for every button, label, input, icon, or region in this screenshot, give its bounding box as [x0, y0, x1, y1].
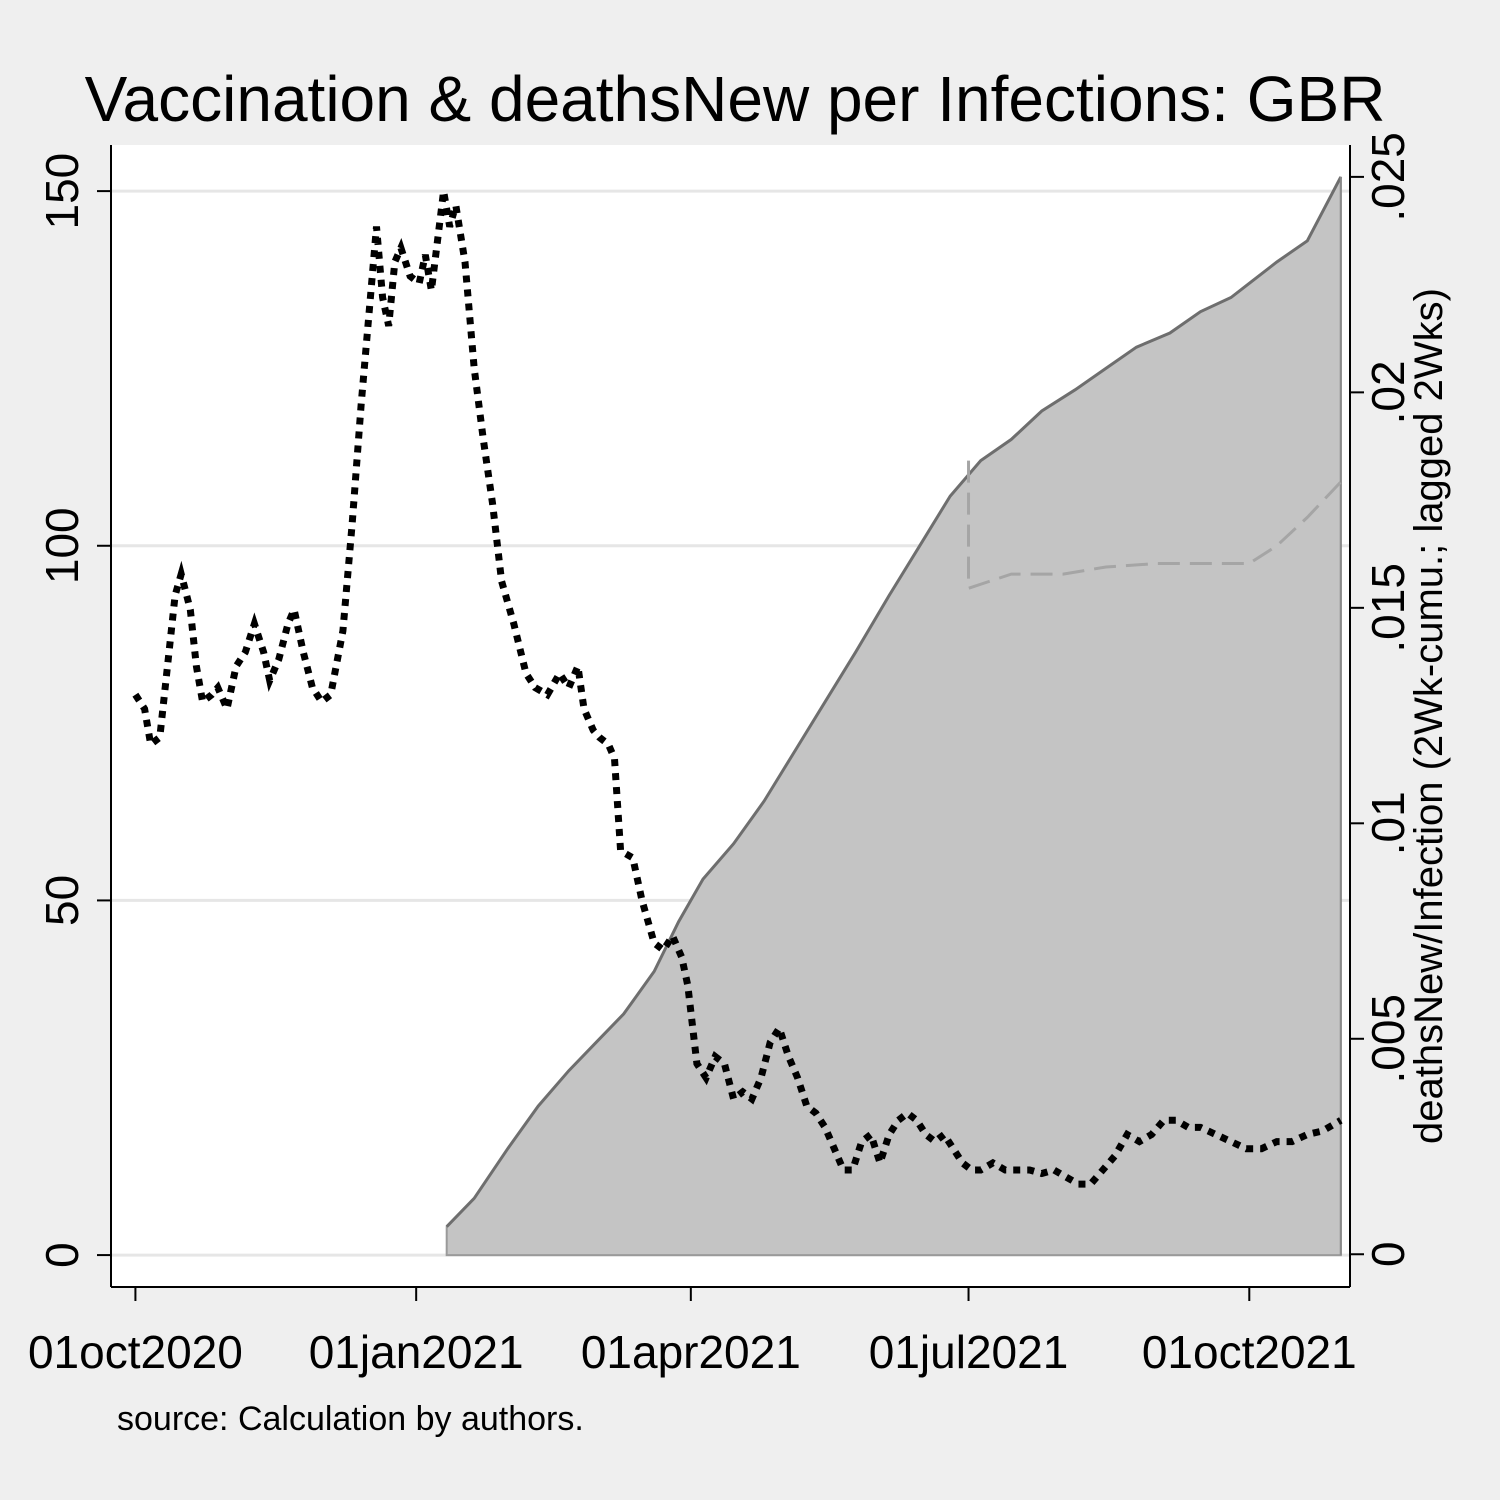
x-tick-label: 01jan2021	[309, 1326, 524, 1378]
chart-title: Vaccination & deathsNew per Infections: …	[85, 63, 1386, 135]
y-right-tick-label: .005	[1362, 994, 1414, 1084]
x-tick-label: 01jul2021	[869, 1326, 1069, 1378]
source-note: source: Calculation by authors.	[117, 1400, 584, 1438]
y-right-tick-label: .01	[1362, 791, 1414, 855]
y-right-tick-label: 0	[1362, 1241, 1414, 1267]
series-layer	[132, 176, 1343, 1257]
y-left-tick-label: 150	[36, 153, 88, 230]
x-tick-label: 01apr2021	[581, 1326, 801, 1378]
y-right-tick-label: .015	[1362, 563, 1414, 653]
axes: 0 50 100 150 0 .005 .01 .015 .02 .025 deathsNew/In…	[28, 132, 1451, 1378]
x-tick-label: 01oct2020	[28, 1326, 243, 1378]
y-right-axis-title: deathsNew/Infection (2Wk-cumu.; lagged 2…	[1407, 288, 1451, 1144]
x-tick-label: 01oct2021	[1142, 1326, 1357, 1378]
y-right-tick-label: .02	[1362, 360, 1414, 424]
vaccination-line	[445, 176, 1343, 1228]
y-left-tick-label: 0	[36, 1242, 88, 1268]
deaths-per-infection-line	[132, 190, 1343, 1188]
dose2-dashed-line	[966, 460, 1342, 591]
y-left-tick-label: 50	[36, 875, 88, 926]
y-right-tick-label: .025	[1362, 132, 1414, 222]
y-left-tick-label: 100	[36, 507, 88, 584]
